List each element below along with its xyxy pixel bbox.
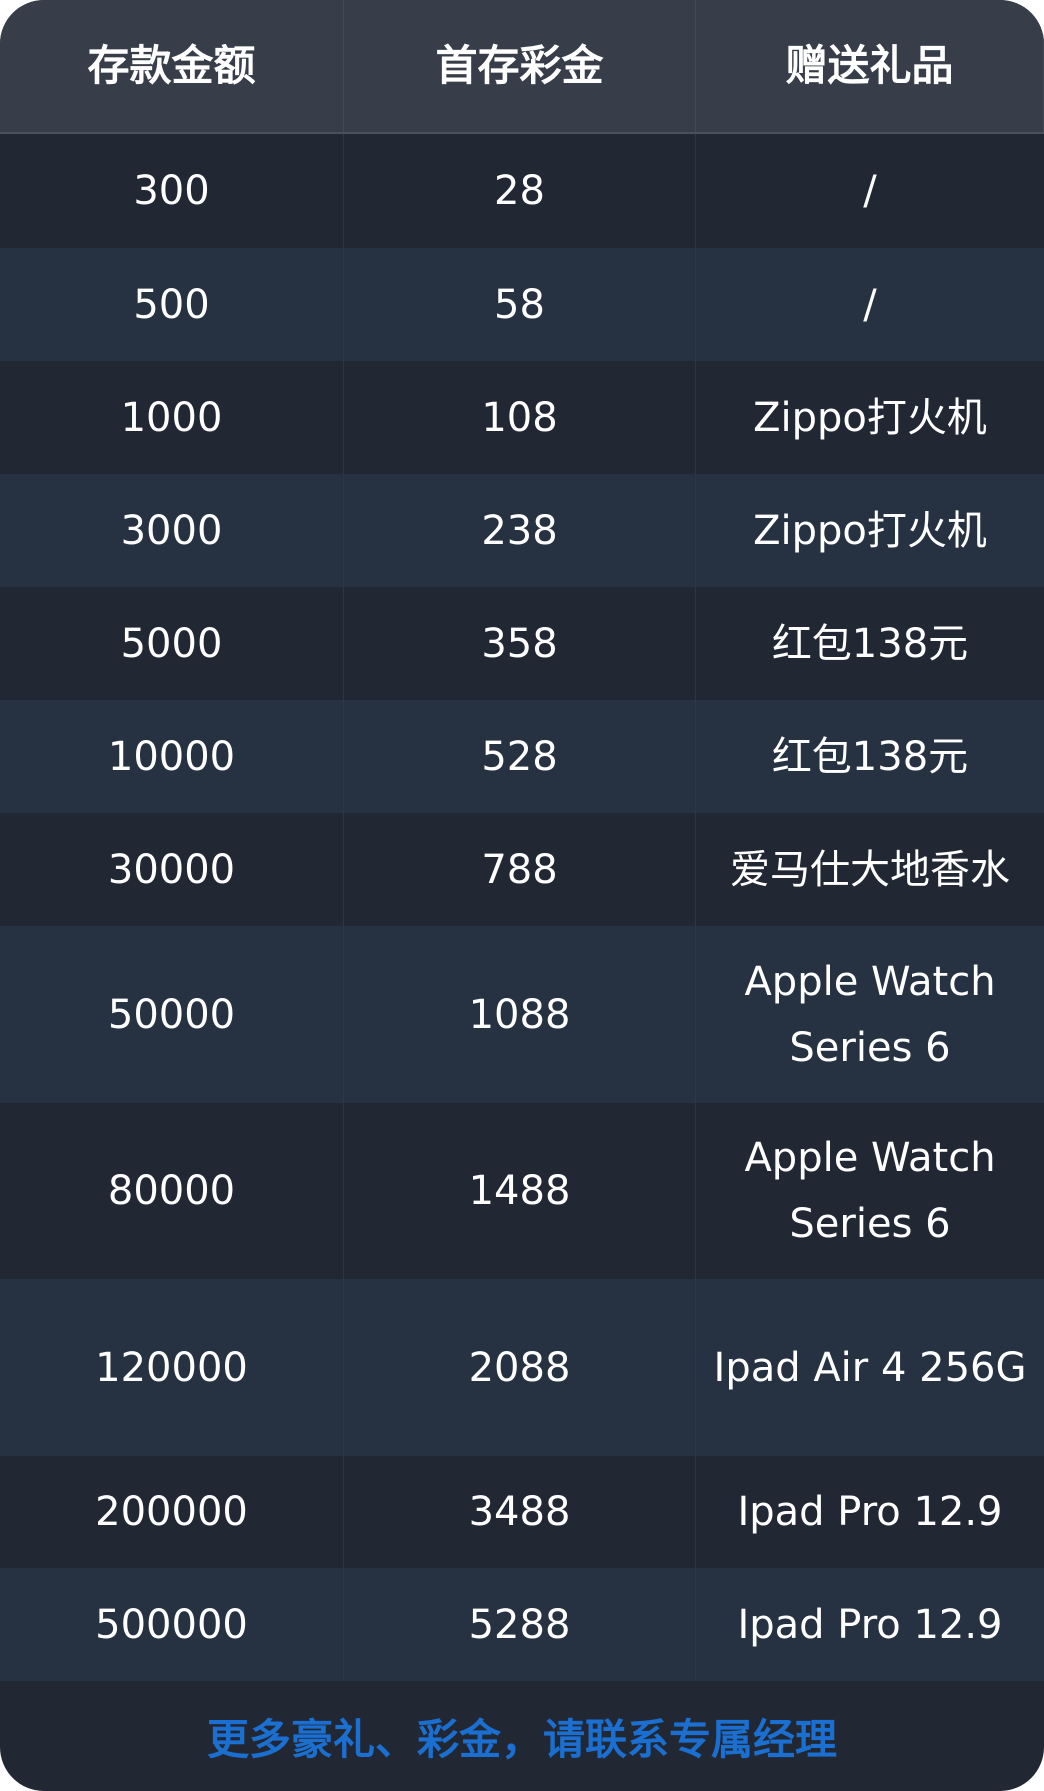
- table-row: 3000 238 Zippo打火机: [0, 474, 1044, 587]
- table-row: 30000 788 爱马仕大地香水: [0, 813, 1044, 926]
- gift-cell: /: [863, 168, 877, 214]
- deposit-cell: 80000: [0, 1103, 344, 1279]
- deposit-cell: 200000: [0, 1456, 344, 1568]
- table-row: 500 58 /: [0, 248, 1044, 361]
- deposit-cell: 3000: [0, 474, 344, 587]
- gift-cell: Zippo打火机: [753, 507, 987, 554]
- bonus-cell: 5288: [344, 1568, 696, 1681]
- bonus-cell: 108: [344, 361, 696, 474]
- gift-cell: Apple Watch Series 6: [744, 1135, 996, 1247]
- table-row: 50000 1088 Apple Watch Series 6: [0, 926, 1044, 1103]
- header-deposit-amount: 存款金额: [0, 0, 344, 132]
- table-body: 300 28 / 500 58 / 1000 108 Zippo打火机 3000 238 Zippo打…: [0, 134, 1044, 1681]
- table-row: 300 28 /: [0, 134, 1044, 248]
- deposit-cell: 10000: [0, 700, 344, 813]
- gift-cell: 红包138元: [771, 620, 969, 667]
- deposit-cell: 120000: [0, 1279, 344, 1456]
- bonus-cell: 58: [344, 248, 696, 361]
- bonus-cell: 28: [344, 134, 696, 248]
- table-row: 200000 3488 Ipad Pro 12.9: [0, 1456, 1044, 1568]
- table-row: 120000 2088 Ipad Air 4 256G: [0, 1279, 1044, 1456]
- footer-contact-text[interactable]: 更多豪礼、彩金，请联系专属经理: [206, 1714, 837, 1764]
- table-row: 10000 528 红包138元: [0, 700, 1044, 813]
- header-first-deposit-bonus: 首存彩金: [344, 0, 696, 132]
- deposit-cell: 5000: [0, 587, 344, 700]
- table-row: 1000 108 Zippo打火机: [0, 361, 1044, 474]
- bonus-cell: 2088: [344, 1279, 696, 1456]
- gift-cell: 红包138元: [771, 733, 969, 780]
- deposit-cell: 300: [0, 134, 344, 248]
- bonus-cell: 358: [344, 587, 696, 700]
- table-header: 存款金额 首存彩金 赠送礼品: [0, 0, 1044, 134]
- bonus-cell: 1088: [344, 926, 696, 1103]
- header-gift: 赠送礼品: [696, 0, 1044, 132]
- gift-cell: Zippo打火机: [753, 394, 987, 441]
- bonus-cell: 3488: [344, 1456, 696, 1568]
- deposit-cell: 500000: [0, 1568, 344, 1681]
- bonus-cell: 238: [344, 474, 696, 587]
- gift-cell: Ipad Pro 12.9: [737, 1601, 1003, 1648]
- bonus-cell: 788: [344, 813, 696, 926]
- table-row: 5000 358 红包138元: [0, 587, 1044, 700]
- table-row: 500000 5288 Ipad Pro 12.9: [0, 1568, 1044, 1681]
- gift-cell: Ipad Pro 12.9: [737, 1489, 1003, 1535]
- gift-cell: Apple Watch Series 6: [744, 958, 996, 1071]
- bonus-cell: 1488: [344, 1103, 696, 1279]
- deposit-cell: 1000: [0, 361, 344, 474]
- gift-cell: Ipad Air 4 256G: [713, 1344, 1027, 1391]
- gift-cell: 爱马仕大地香水: [730, 846, 1010, 893]
- bonus-cell: 528: [344, 700, 696, 813]
- deposit-cell: 30000: [0, 813, 344, 926]
- deposit-cell: 500: [0, 248, 344, 361]
- gift-cell: /: [863, 281, 877, 328]
- deposit-cell: 50000: [0, 926, 344, 1103]
- table-row: 80000 1488 Apple Watch Series 6: [0, 1103, 1044, 1279]
